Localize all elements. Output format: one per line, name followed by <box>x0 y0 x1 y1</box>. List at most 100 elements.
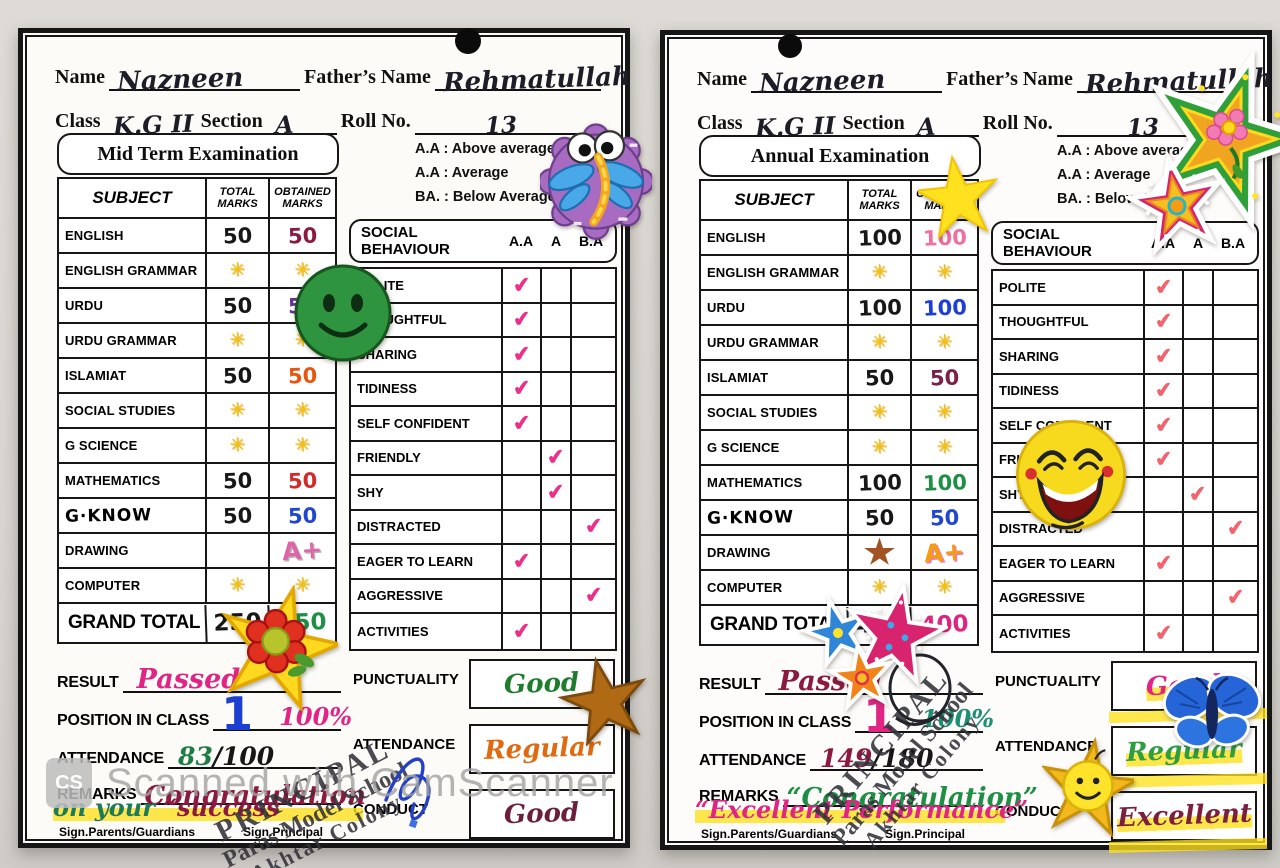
behaviour-row: EAGER TO LEARN ✔ <box>351 545 615 580</box>
exam-title: Mid Term Examination <box>57 133 339 175</box>
star-doodle-icon: ✳ <box>294 575 311 596</box>
checkmark-icon: ✔ <box>1225 585 1246 611</box>
camscanner-logo-icon: CS <box>46 758 92 808</box>
parent-signature-left <box>384 757 431 829</box>
subject-label: DRAWING <box>707 545 771 560</box>
subject-row: MATHEMATICS 50 50 <box>59 464 335 499</box>
checkmark-icon: ✔ <box>583 583 604 609</box>
header-row-1: Name Nazneen Father’s Name Rehmatullah <box>55 49 631 99</box>
subject-label: ENGLISH <box>65 228 124 243</box>
name-field: Nazneen <box>750 59 943 99</box>
marks-cell: 100 <box>910 466 977 499</box>
legend-line: A.A : Average <box>1057 167 1151 183</box>
behaviour-check-cell <box>540 269 570 302</box>
checkmark-icon: ✔ <box>1153 550 1174 576</box>
star-doodle-icon: ✳ <box>294 400 311 421</box>
student-name-value: Nazneen <box>116 62 244 98</box>
checkmark-icon: ✔ <box>511 410 532 436</box>
behaviour-check-cell <box>540 372 570 405</box>
subject-row: SOCIAL STUDIES ✳ ✳ <box>59 394 335 429</box>
behaviour-check-cell <box>1212 271 1257 304</box>
yellow-star-sticker <box>918 155 998 239</box>
marks-cell: ✳ <box>910 571 977 604</box>
behaviour-check-cell <box>570 545 615 578</box>
grand-total-label: GRAND TOTAL <box>67 612 201 633</box>
conduct-label: CONDUCT <box>995 803 1070 820</box>
position-row: POSITION IN CLASS 1 100% <box>57 687 352 741</box>
behaviour-check-cell <box>1182 581 1212 614</box>
marks-cell: 50 <box>268 359 335 392</box>
subject-cell: DRAWING <box>59 534 205 567</box>
attendance-line: 83/100 <box>168 737 341 771</box>
header-row-2: Class K.G II Section A Roll No. 13 <box>55 95 605 140</box>
class-label: Class <box>697 112 743 134</box>
subject-label: SOCIAL STUDIES <box>707 405 818 420</box>
checkmark-icon: ✔ <box>511 341 532 367</box>
behaviour-check-cell <box>1182 271 1212 304</box>
attendance-denominator: /100 <box>212 742 275 771</box>
subject-label: ENGLISH GRAMMAR <box>65 263 198 278</box>
behaviour-check-cell <box>501 476 540 509</box>
section-field: A <box>266 101 337 139</box>
subject-cell: URDU <box>59 289 205 322</box>
behaviour-check-cell: ✔ <box>501 614 540 649</box>
subject-cell: MATHEMATICS <box>701 466 847 499</box>
result-label: RESULT <box>699 676 761 693</box>
behaviour-label: ACTIVITIES <box>357 623 429 639</box>
subject-column-header: SUBJECT <box>734 190 814 209</box>
checkmark-icon: ✔ <box>1225 516 1246 542</box>
checkmark-icon: ✔ <box>546 479 566 505</box>
marks-cell: ✳ <box>268 569 335 602</box>
marks-cell: ✳ <box>205 394 268 427</box>
checkmark-icon: ✔ <box>583 514 604 540</box>
behaviour-check-cell <box>1212 616 1257 651</box>
subject-label: ISLAMIAT <box>65 368 127 383</box>
subject-cell: MATHEMATICS <box>59 464 205 497</box>
conduct-value-box: Good <box>469 789 615 839</box>
marks-cell: ✳ <box>910 256 977 289</box>
behaviour-label: TIDINESS <box>999 383 1059 399</box>
behaviour-check-cell: ✔ <box>501 372 540 405</box>
mark-value: 50 <box>222 292 253 319</box>
subject-cell: ISLAMIAT <box>59 359 205 392</box>
behaviour-check-cell <box>1182 305 1212 338</box>
checkmark-icon: ✔ <box>511 376 532 402</box>
behaviour-check-cell <box>540 303 570 336</box>
behaviour-check-cell <box>570 303 615 336</box>
mark-value: 50 <box>222 222 253 249</box>
grand-total-row: GRAND TOTAL 250 250 <box>59 602 336 644</box>
principal-signature-right <box>888 653 952 726</box>
mark-value: A+ <box>281 534 324 567</box>
behaviour-check-cell: ✔ <box>1143 374 1182 407</box>
star-doodle-icon: ✳ <box>229 400 246 421</box>
behaviour-label: ACTIVITIES <box>999 625 1071 641</box>
checkmark-icon: ✔ <box>511 272 532 298</box>
signature-row: Sign.Parents/Guardians Sign.Principal <box>701 827 985 841</box>
remarks-second-line: “Excellent Performance” <box>695 795 1028 824</box>
behaviour-label: SELF CONFIDENT <box>357 415 470 431</box>
behaviour-check-cell <box>540 338 570 371</box>
behaviour-row: ACTIVITIES ✔ <box>993 616 1257 651</box>
signature-row: Sign.Parents/Guardians Sign.Principal <box>59 825 343 839</box>
marks-cell <box>847 536 910 569</box>
mark-value: 50 <box>287 467 318 494</box>
roll-no-label: Roll No. <box>340 110 411 132</box>
behaviour-check-cell <box>1212 340 1257 373</box>
roll-no-label: Roll No. <box>982 112 1053 134</box>
star-doodle-icon: ✳ <box>871 577 888 598</box>
behaviour-check-cell <box>1212 374 1257 407</box>
star-doodle-icon: ✳ <box>936 262 953 283</box>
star-doodle-icon: ✳ <box>871 437 888 458</box>
marks-cell: ✳ <box>847 431 910 464</box>
behaviour-check-cell <box>1182 409 1212 442</box>
behaviour-check-cell: ✔ <box>501 269 540 302</box>
conduct-label: ATTENDANCE <box>353 736 456 753</box>
checkmark-icon: ✔ <box>511 548 532 574</box>
subject-cell: SOCIAL STUDIES <box>59 394 205 427</box>
position-label: POSITION IN CLASS <box>57 712 210 729</box>
behaviour-check-cell: ✔ <box>1143 340 1182 373</box>
mark-value: 50 <box>287 222 318 249</box>
grade-legend: A.A : Above average A.A : Average BA. : Be… <box>415 137 556 209</box>
marks-cell: 50 <box>205 499 268 532</box>
camscanner-watermark-text: Scanned with CamScanner <box>106 760 614 805</box>
